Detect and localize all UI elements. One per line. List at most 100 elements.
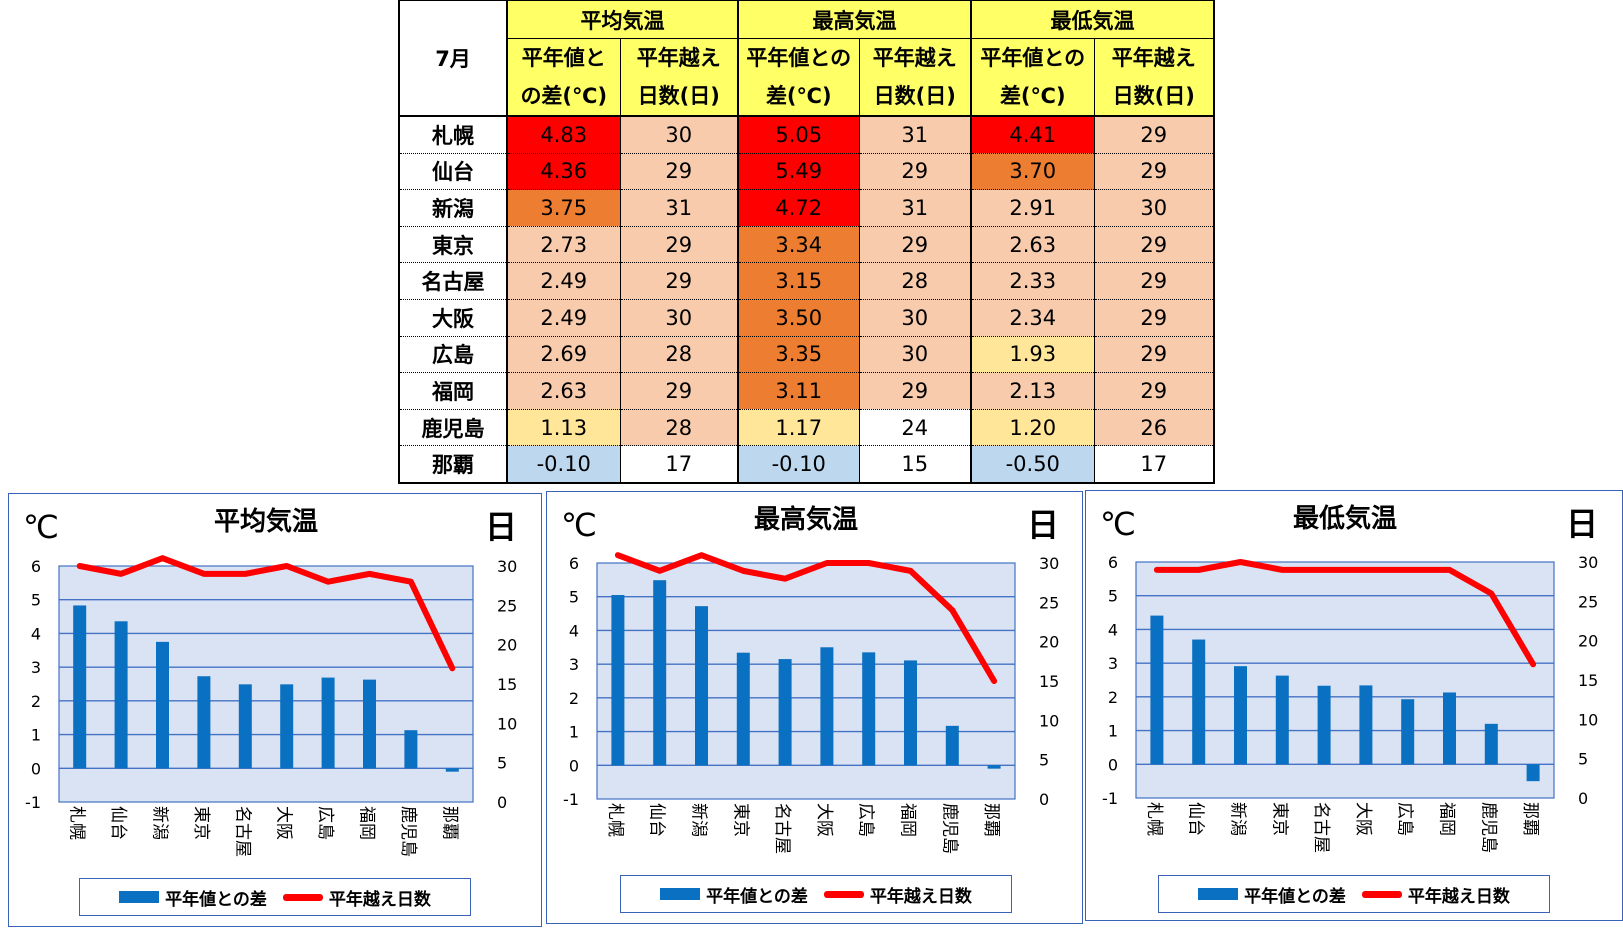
table-row: 名古屋 2.49 29 3.15 28 2.33 29: [398, 262, 1215, 300]
chart-panel-maximum: 最高気温 ℃ 日 -1 0 1 2 3 4 5 6 0 5 10 15 20 25 30 札幌 仙台 新潟 東京 名古屋 大阪…: [546, 491, 1083, 924]
table-row: 札幌 4.83 30 5.05 31 4.41 29: [398, 114, 1215, 154]
category-label: 仙台: [647, 803, 667, 837]
table-row: 大阪 2.49 30 3.50 30 2.34 29: [398, 298, 1215, 337]
diff-cell: 3.70: [970, 152, 1095, 191]
table-body: 札幌 4.83 30 5.05 31 4.41 29 仙台 4.36 29 5.49 29 3.70 29…: [398, 114, 1215, 484]
right-tick-label: 5: [1578, 750, 1588, 769]
days-cell: 29: [858, 152, 972, 191]
legend-item-bar: 平年値との差: [660, 882, 808, 907]
legend-swatch-line: [282, 893, 323, 901]
left-tick-label: 1: [1108, 722, 1118, 741]
table-row: 仙台 4.36 29 5.49 29 3.70 29: [398, 152, 1215, 191]
legend-swatch-line: [1361, 890, 1402, 898]
bar: [238, 684, 252, 769]
bar: [987, 765, 1001, 769]
bar: [653, 580, 667, 766]
days-cell: 28: [619, 335, 739, 374]
category-label: 福岡: [898, 803, 918, 837]
days-cell: 29: [1093, 372, 1215, 410]
category-label: 仙台: [108, 806, 128, 840]
legend-label-line: 平年越え日数: [1407, 886, 1510, 907]
chart-average-temperature: 平均気温 ℃ 日 -1 0 1 2 3 4 5 6 0 5 10 15 20 25 30 札幌 仙台 新潟 東京 名古屋 大阪…: [23, 506, 517, 857]
table-row: 鹿児島 1.13 28 1.17 24 1.20 26: [398, 408, 1215, 447]
diff-cell: 1.17: [737, 408, 860, 447]
left-tick-label: 5: [31, 591, 41, 610]
diff-cell: -0.50: [970, 445, 1095, 484]
days-cell: 17: [619, 445, 739, 484]
subheader-max-diff: 平年値との 差(℃): [737, 38, 860, 117]
month-label: 7月: [398, 0, 508, 117]
left-tick-label: 3: [31, 658, 41, 677]
legend-item-line: 平年越え日数: [823, 882, 972, 907]
category-label: 名古屋: [1311, 802, 1331, 853]
days-cell: 29: [1093, 335, 1215, 374]
bar: [156, 641, 169, 769]
bar: [945, 725, 959, 766]
diff-cell: -0.10: [737, 445, 860, 484]
diff-cell: 2.69: [506, 335, 621, 374]
category-label: 札幌: [67, 806, 87, 840]
bar: [820, 647, 834, 766]
category-label: 大阪: [274, 806, 294, 840]
days-cell: 29: [619, 225, 739, 264]
right-tick-label: 0: [497, 793, 507, 812]
days-cell: 29: [1093, 262, 1215, 300]
chart-panel-average: 平均気温 ℃ 日 -1 0 1 2 3 4 5 6 0 5 10 15 20 25 30 札幌 仙台 新潟 東京 名古屋 大阪…: [8, 493, 542, 927]
left-tick-label: 4: [1108, 620, 1118, 639]
right-tick-label: 25: [497, 596, 517, 615]
city-cell: 福岡: [398, 372, 508, 410]
right-tick-label: 30: [1039, 554, 1059, 573]
temperature-table: 7月 平均気温 最高気温 最低気温 平年値と の差(℃) 平年越え 日数(日) …: [398, 0, 1215, 484]
bar: [1317, 685, 1331, 765]
category-label: 広島: [315, 806, 335, 840]
days-cell: 30: [619, 114, 739, 154]
left-tick-label: 4: [569, 621, 579, 640]
days-cell: 29: [619, 262, 739, 300]
chart-legend: 平年値との差 平年越え日数: [79, 878, 471, 916]
city-cell: 札幌: [398, 114, 508, 154]
category-label: 福岡: [357, 806, 377, 840]
days-cell: 28: [858, 262, 972, 300]
category-label: 東京: [1269, 802, 1289, 836]
right-tick-label: 5: [497, 754, 507, 773]
left-tick-label: 6: [1108, 553, 1118, 572]
legend-label-bar: 平年値との差: [1244, 886, 1346, 907]
diff-cell: 2.33: [970, 262, 1095, 300]
right-tick-label: 15: [1578, 671, 1598, 690]
days-cell: 31: [858, 189, 972, 227]
category-label: 東京: [191, 806, 211, 840]
right-tick-label: 10: [497, 714, 517, 733]
city-cell: 鹿児島: [398, 408, 508, 447]
category-label: 札幌: [605, 803, 625, 837]
chart-legend: 平年値との差 平年越え日数: [620, 875, 1012, 913]
right-tick-label: 0: [1039, 790, 1049, 809]
left-axis-unit: ℃: [561, 506, 597, 544]
diff-cell: 1.13: [506, 408, 621, 447]
right-tick-label: 30: [1578, 553, 1598, 572]
right-tick-label: 20: [497, 636, 517, 655]
category-label: 仙台: [1186, 802, 1206, 836]
bar: [1484, 723, 1498, 765]
chart-maximum-temperature: 最高気温 ℃ 日 -1 0 1 2 3 4 5 6 0 5 10 15 20 25 30 札幌 仙台 新潟 東京 名古屋 大阪…: [561, 504, 1059, 854]
days-cell: 31: [619, 189, 739, 227]
category-label: 大阪: [1353, 802, 1373, 836]
days-cell: 30: [858, 298, 972, 337]
table-row: 広島 2.69 28 3.35 30 1.93 29: [398, 335, 1215, 374]
left-tick-label: -1: [563, 790, 579, 809]
diff-cell: 1.93: [970, 335, 1095, 374]
bar: [321, 677, 335, 769]
category-label: 名古屋: [772, 803, 792, 854]
legend-label-line: 平年越え日数: [869, 886, 972, 907]
days-cell: 29: [1093, 114, 1215, 154]
bar: [778, 659, 792, 766]
series-line: [76, 555, 456, 672]
diff-cell: 3.75: [506, 189, 621, 227]
days-cell: 29: [619, 152, 739, 191]
legend-item-line: 平年越え日数: [282, 885, 431, 910]
left-tick-label: 6: [569, 554, 579, 573]
bar: [1526, 764, 1540, 782]
days-cell: 15: [858, 445, 972, 484]
city-cell: 那覇: [398, 445, 508, 484]
bar: [280, 684, 294, 769]
right-tick-label: 25: [1578, 592, 1598, 611]
